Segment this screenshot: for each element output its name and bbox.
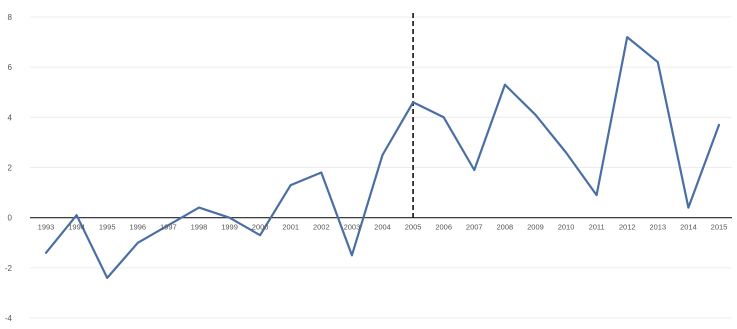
y-tick-label: 4 — [8, 113, 13, 122]
y-tick-label: 6 — [8, 63, 13, 72]
x-tick-label: 2014 — [680, 223, 697, 232]
gridlines — [30, 17, 732, 318]
x-tick-label: 2015 — [711, 223, 728, 232]
y-tick-label: 0 — [8, 214, 13, 223]
x-tick-label: 2013 — [649, 223, 666, 232]
x-tick-label: 1998 — [191, 223, 208, 232]
x-tick-label: 2008 — [497, 223, 514, 232]
x-tick-label: 1994 — [68, 223, 85, 232]
x-tick-label: 2006 — [435, 223, 452, 232]
y-tick-label: -4 — [5, 314, 13, 323]
x-tick-label: 2002 — [313, 223, 330, 232]
x-tick-label: 2005 — [405, 223, 422, 232]
x-tick-label: 2007 — [466, 223, 483, 232]
y-tick-label: -2 — [5, 264, 13, 273]
x-tick-label: 1995 — [99, 223, 116, 232]
x-tick-label: 2000 — [252, 223, 269, 232]
x-tick-label: 1996 — [129, 223, 146, 232]
x-tick-label: 1993 — [38, 223, 55, 232]
x-tick-label: 2012 — [619, 223, 636, 232]
x-tick-label: 2009 — [527, 223, 544, 232]
series-line — [46, 37, 719, 278]
x-tick-label: 1999 — [221, 223, 238, 232]
x-tick-label: 2001 — [282, 223, 299, 232]
series-lines — [46, 37, 719, 278]
y-tick-label: 2 — [8, 164, 13, 173]
x-tick-label: 2003 — [344, 223, 361, 232]
x-tick-label: 2011 — [589, 223, 605, 232]
y-axis-tick-labels: -4 -2 0 2 4 6 8 — [5, 13, 13, 323]
x-tick-label: 1997 — [160, 223, 177, 232]
x-tick-label: 2004 — [374, 223, 391, 232]
x-tick-label: 2010 — [558, 223, 575, 232]
x-axis-tick-labels: 1993 1994 1995 1996 1997 1998 1999 2000 2001 2002… — [38, 223, 728, 232]
y-tick-label: 8 — [8, 13, 13, 22]
